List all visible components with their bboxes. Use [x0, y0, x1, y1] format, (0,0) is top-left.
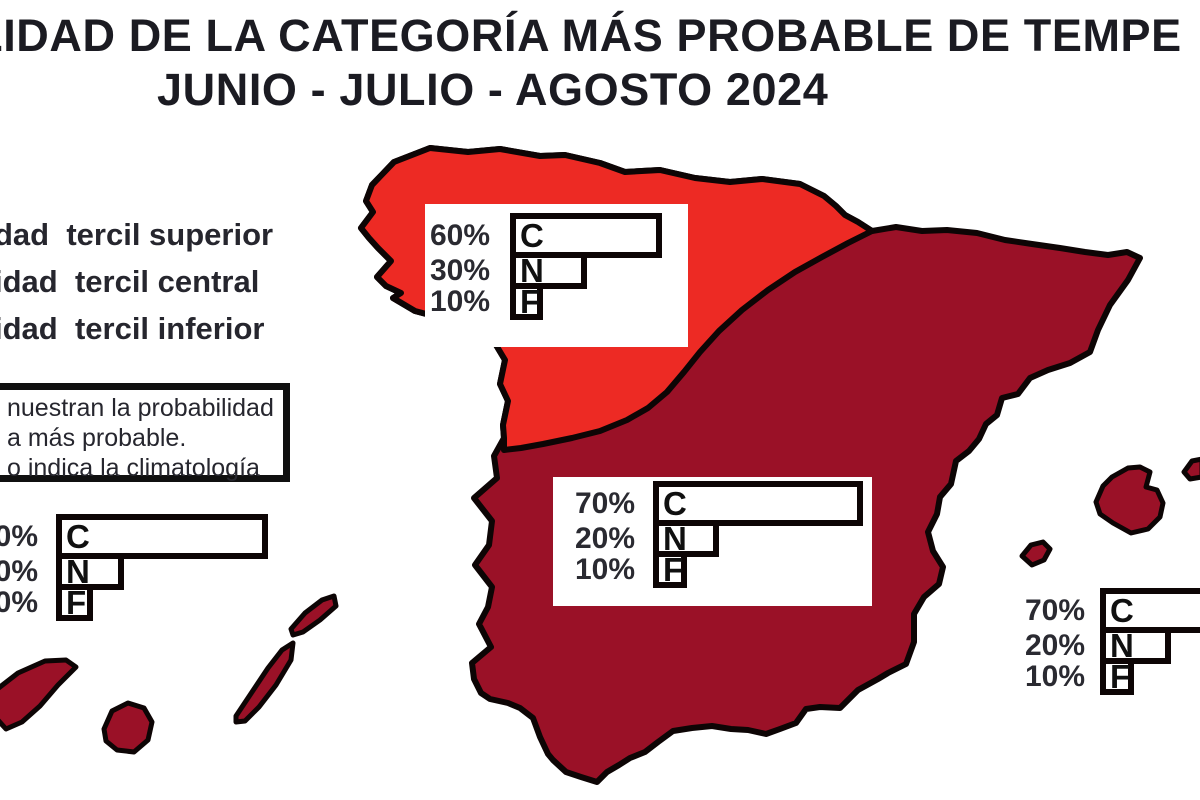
prob-row: 30% N [425, 252, 587, 289]
probability-bar: N [510, 252, 587, 289]
category-letter: F [520, 283, 541, 320]
category-letter: N [66, 553, 90, 590]
category-letter: N [1110, 627, 1134, 664]
category-letter: F [663, 551, 684, 588]
page-title: ILIDAD DE LA CATEGORÍA MÁS PROBABLE DE T… [0, 10, 1182, 61]
probability-bar: F [56, 584, 93, 621]
tenerife-island [0, 657, 79, 732]
probability-bar: F [1100, 658, 1134, 695]
category-letter: C [520, 217, 544, 254]
probability-bar: N [1100, 627, 1171, 664]
probability-value: 70% [1024, 593, 1085, 627]
mallorca-island [1093, 464, 1166, 536]
category-letter: F [1110, 658, 1131, 695]
probability-value: 10% [574, 552, 635, 586]
lanzarote-island [288, 593, 339, 638]
category-letter: C [1110, 592, 1134, 629]
probability-value: 20% [574, 521, 635, 555]
probability-value: 60% [429, 218, 490, 252]
prob-row: 10% F [425, 283, 543, 320]
note-box: nuestran la probabilidad a más probable.… [0, 383, 290, 482]
probability-value: 70% [574, 486, 635, 520]
category-letter: N [663, 520, 687, 557]
note-line-3: o indica la climatología [7, 454, 260, 482]
probability-value: 20% [1024, 628, 1085, 662]
probability-value: 0% [0, 585, 38, 619]
prob-row: 10% F [553, 551, 687, 588]
probability-bar: C [653, 481, 863, 526]
legend-item-tercil-inferior: idad tercil inferior [0, 311, 265, 346]
probability-value: 0% [0, 519, 38, 553]
legend-item-tercil-central: idad tercil central [0, 264, 260, 299]
prob-row: 20% N [1008, 627, 1171, 664]
note-line-1: nuestran la probabilidad [7, 394, 274, 422]
probability-bar: F [510, 283, 543, 320]
menorca-island [1181, 456, 1200, 482]
prob-row: 70% C [553, 481, 863, 526]
legend-item-tercil-superior: dad tercil superior [0, 217, 274, 252]
note-line-2: a más probable. [7, 424, 187, 452]
category-letter: C [663, 485, 687, 522]
probability-value: 10% [429, 284, 490, 318]
tercile-legend: dad tercil superior idad tercil central … [0, 211, 273, 352]
probability-value: 0% [0, 554, 38, 588]
probability-bar: F [653, 551, 687, 588]
prob-box-balearic: 70% C 20% N 10% F [1008, 588, 1200, 695]
ibiza-island [1019, 539, 1053, 568]
prob-row: 0% F [0, 584, 93, 621]
probability-value: 30% [429, 253, 490, 287]
prob-box-north: 60% C 30% N 10% F [425, 213, 662, 320]
probability-value: 10% [1024, 659, 1085, 693]
category-letter: C [66, 518, 90, 555]
page-subtitle: JUNIO - JULIO - AGOSTO 2024 [157, 64, 829, 115]
fuerteventura-island [233, 640, 296, 725]
prob-box-center: 70% C 20% N 10% F [553, 481, 863, 588]
prob-row: 0% C [0, 514, 268, 559]
prob-row: 10% F [1008, 658, 1134, 695]
category-letter: F [66, 584, 87, 621]
prob-box-canary: 0% C 0% N 0% F [0, 514, 268, 621]
category-letter: N [520, 252, 544, 289]
probability-bar: C [56, 514, 268, 559]
gran-canaria-island [101, 700, 155, 755]
